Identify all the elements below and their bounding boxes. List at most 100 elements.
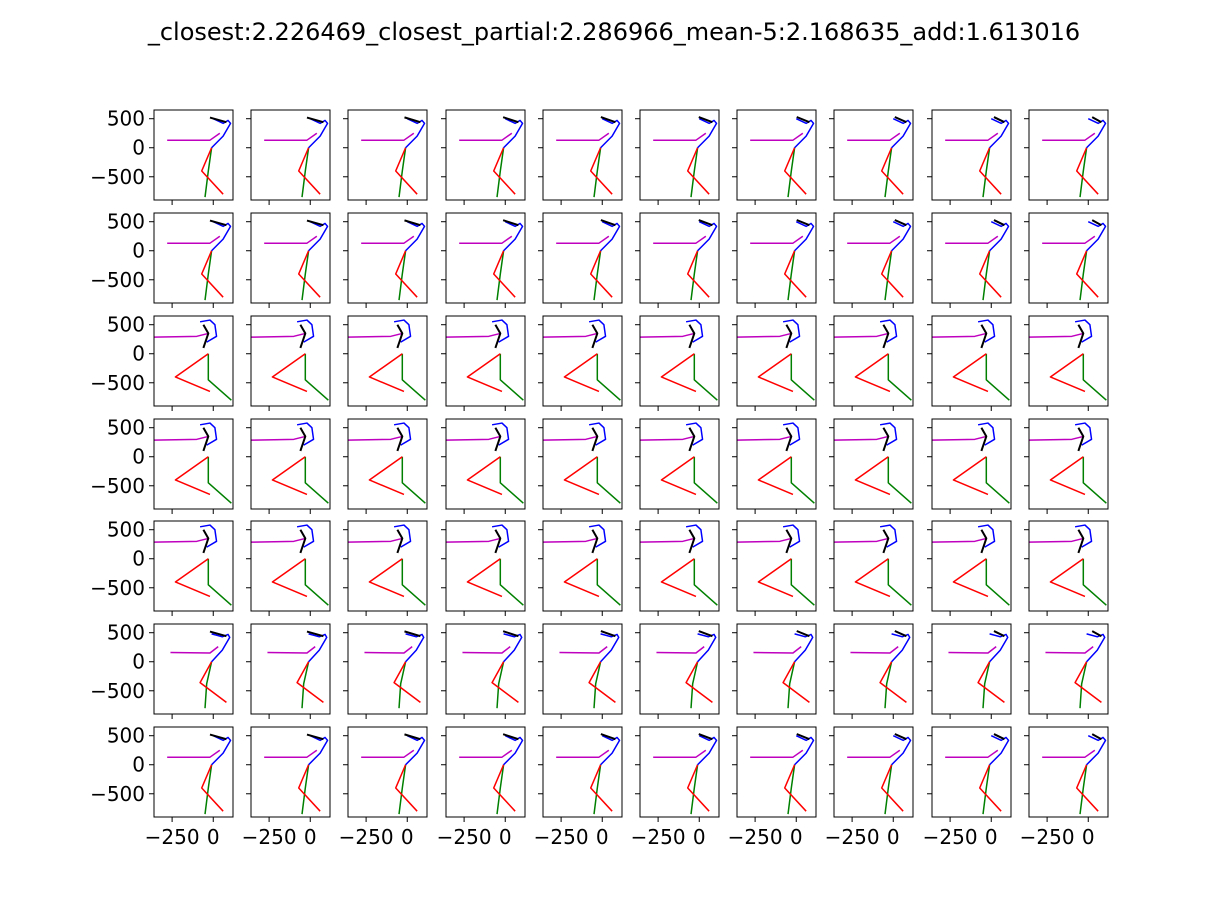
arm-line: [653, 235, 707, 244]
spine-line: [600, 633, 620, 663]
leg_b-line: [496, 764, 505, 815]
leg_a-line: [297, 250, 321, 298]
x-tick-label: 0: [207, 825, 220, 849]
spine-line: [503, 633, 523, 663]
leg_a-line: [200, 764, 224, 812]
subplot-r1-c1: 500 0 −500: [90, 107, 234, 205]
spine-line: [211, 735, 232, 766]
y-tick-label: −500: [90, 576, 145, 600]
subplot-r4-c1: 500 0 −500: [90, 416, 234, 514]
axes-frame: [542, 315, 623, 407]
axes-frame: [931, 109, 1012, 201]
x-tick-label: 0: [693, 825, 706, 849]
head-line: [404, 733, 421, 741]
head-line: [688, 324, 696, 349]
leg_b-line: [787, 147, 796, 198]
subplot-r4-c10: [1024, 418, 1109, 514]
arm-line: [1042, 749, 1096, 758]
leg_a-line: [783, 764, 807, 812]
axes-frame: [445, 315, 526, 407]
arm-line: [267, 646, 316, 654]
axes-frame: [639, 212, 720, 304]
head-line: [502, 630, 519, 638]
head-line: [600, 219, 616, 227]
leg_a-line: [782, 661, 810, 703]
axes-frame: [250, 109, 331, 201]
spine-line: [503, 221, 524, 252]
y-tick-label: −500: [90, 474, 145, 498]
head-line: [202, 529, 210, 554]
leg_a-line: [978, 250, 1002, 298]
leg_a-line: [952, 558, 989, 598]
head-line: [600, 733, 616, 741]
spine-line: [393, 524, 412, 548]
y-tick-label: −500: [90, 679, 145, 703]
arm-line: [640, 435, 695, 441]
head-line: [894, 630, 907, 638]
spine-line: [308, 221, 329, 252]
leg_a-line: [977, 661, 1005, 703]
arm-line: [1029, 435, 1084, 441]
axes-frame: [736, 109, 817, 201]
arm-line: [737, 537, 792, 543]
leg_a-line: [563, 558, 600, 598]
spine-line: [891, 633, 911, 663]
head-line: [306, 219, 324, 227]
leg_b-line: [593, 147, 602, 198]
leg_b-line: [1079, 147, 1088, 198]
subplot-r7-c1: 500 0 −500−250 0: [90, 724, 234, 849]
head-line: [502, 733, 519, 741]
spine-line: [685, 319, 704, 343]
subplot-r7-c10: −250 0: [1020, 726, 1109, 849]
y-tick-label: 0: [132, 445, 145, 469]
spine-line: [977, 422, 996, 446]
head-line: [1077, 324, 1085, 349]
axes-frame: [542, 726, 623, 818]
arm-line: [459, 749, 513, 758]
leg_a-line: [685, 661, 713, 703]
y-tick-label: 0: [132, 547, 145, 571]
y-tick-label: 0: [132, 239, 145, 263]
spine-line: [393, 422, 412, 446]
spine-line: [782, 319, 801, 343]
subplot-r2-c3: [343, 212, 428, 308]
spine-line: [697, 633, 717, 663]
leg_a-line: [757, 558, 794, 598]
arm-line: [446, 435, 501, 441]
leg_a-line: [854, 456, 891, 496]
leg_a-line: [879, 661, 907, 703]
leg_a-line: [393, 661, 421, 703]
spine-line: [697, 118, 718, 149]
arm-line: [167, 235, 221, 244]
subplot-r6-c3: [343, 623, 428, 719]
arm-line: [948, 646, 997, 654]
axes-frame: [445, 726, 526, 818]
leg_b-line: [985, 353, 1010, 401]
leg_b-line: [207, 353, 232, 401]
x-tick-label: −250: [631, 825, 686, 849]
leg_a-line: [563, 353, 600, 393]
spine-line: [308, 735, 329, 766]
head-line: [882, 324, 890, 349]
axes-frame: [153, 109, 234, 201]
leg_a-line: [686, 764, 710, 812]
spine-line: [697, 735, 718, 766]
spine-line: [296, 422, 315, 446]
axes-frame: [736, 212, 817, 304]
spine-line: [989, 118, 1010, 149]
head-line: [591, 529, 599, 554]
leg_b-line: [301, 147, 310, 198]
spine-line: [199, 319, 218, 343]
spine-line: [491, 319, 510, 343]
subplot-r1-c8: [829, 109, 914, 205]
x-tick-label: 0: [499, 825, 512, 849]
head-line: [209, 630, 227, 638]
leg_b-line: [790, 558, 815, 606]
spine-line: [1086, 221, 1107, 252]
x-tick-label: 0: [401, 825, 414, 849]
spine-line: [405, 735, 426, 766]
leg_a-line: [368, 456, 405, 496]
axes-frame: [736, 520, 817, 612]
subplot-r1-c7: [732, 109, 817, 205]
subplot-r2-c10: [1024, 212, 1109, 308]
